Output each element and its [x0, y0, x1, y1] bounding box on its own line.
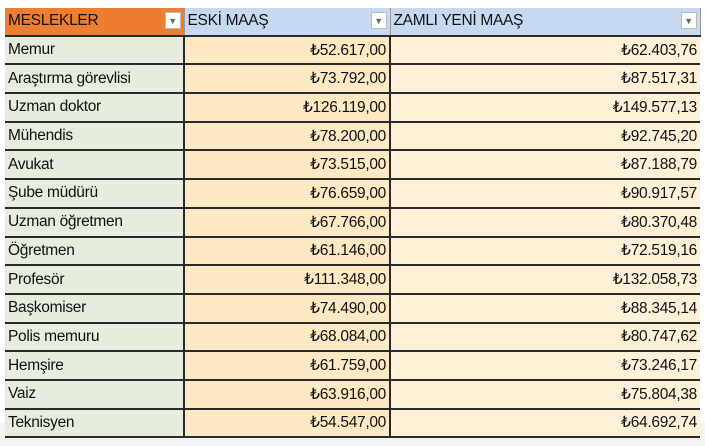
dropdown-arrow-icon[interactable]: ▼	[370, 12, 387, 29]
new-salary-cell[interactable]: ₺132.058,73	[390, 265, 700, 295]
profession-cell[interactable]: Başkomiser	[5, 293, 185, 324]
new-salary-cell[interactable]: ₺90.917,57	[390, 179, 700, 209]
header-row: MESLEKLER ▼ ESKİ MAAŞ ▼ ZAMLI YENİ MAAŞ ▼	[5, 8, 701, 37]
new-salary-cell[interactable]: ₺80.370,48	[390, 207, 700, 238]
table-row: Uzman doktor ₺126.119,00 ₺149.577,13	[5, 93, 700, 123]
old-salary-cell[interactable]: ₺52.617,00	[184, 35, 391, 66]
profession-cell[interactable]: Öğretmen	[5, 236, 185, 267]
new-salary-cell[interactable]: ₺73.246,17	[390, 351, 700, 381]
old-salary-cell[interactable]: ₺126.119,00	[184, 93, 391, 123]
table-row: Vaiz ₺63.916,00 ₺75.804,38	[5, 379, 700, 410]
table-row: Hemşire ₺61.759,00 ₺73.246,17	[5, 351, 700, 381]
profession-cell[interactable]: Memur	[5, 35, 185, 66]
old-salary-cell[interactable]: ₺61.759,00	[184, 351, 391, 381]
salary-table: MESLEKLER ▼ ESKİ MAAŞ ▼ ZAMLI YENİ MAAŞ ▼ M…	[5, 8, 701, 439]
old-salary-cell[interactable]: ₺73.515,00	[184, 150, 391, 181]
old-salary-cell[interactable]: ₺67.766,00	[184, 207, 391, 238]
table-row: Şube müdürü ₺76.659,00 ₺90.917,57	[5, 179, 700, 209]
new-salary-cell[interactable]: ₺64.692,74	[390, 408, 700, 439]
new-salary-cell[interactable]: ₺75.804,38	[390, 379, 700, 410]
table-row: Başkomiser ₺74.490,00 ₺88.345,14	[5, 293, 700, 324]
profession-cell[interactable]: Avukat	[5, 150, 185, 181]
old-salary-cell[interactable]: ₺63.916,00	[184, 379, 391, 410]
old-salary-cell[interactable]: ₺73.792,00	[184, 64, 391, 95]
new-salary-cell[interactable]: ₺88.345,14	[390, 293, 700, 324]
profession-cell[interactable]: Polis memuru	[5, 322, 185, 353]
profession-cell[interactable]: Uzman doktor	[5, 93, 185, 123]
old-salary-cell[interactable]: ₺54.547,00	[184, 408, 391, 439]
old-salary-cell[interactable]: ₺76.659,00	[184, 179, 391, 209]
old-salary-cell[interactable]: ₺78.200,00	[184, 121, 391, 152]
dropdown-arrow-icon[interactable]: ▼	[680, 12, 697, 29]
profession-cell[interactable]: Profesör	[5, 265, 185, 295]
old-salary-cell[interactable]: ₺68.084,00	[184, 322, 391, 353]
old-salary-cell[interactable]: ₺74.490,00	[184, 293, 391, 324]
header-meslekler[interactable]: MESLEKLER ▼	[5, 8, 185, 37]
profession-cell[interactable]: Mühendis	[5, 121, 185, 152]
header-zamli-yeni-maas[interactable]: ZAMLI YENİ MAAŞ ▼	[390, 8, 701, 37]
table-row: Öğretmen ₺61.146,00 ₺72.519,16	[5, 236, 700, 267]
old-salary-cell[interactable]: ₺61.146,00	[184, 236, 391, 267]
header-eski-maas[interactable]: ESKİ MAAŞ ▼	[184, 8, 391, 37]
table-row: Teknisyen ₺54.547,00 ₺64.692,74	[5, 408, 700, 439]
new-salary-cell[interactable]: ₺72.519,16	[390, 236, 700, 267]
table-row: Araştırma görevlisi ₺73.792,00 ₺87.517,31	[5, 64, 700, 95]
table-row: Uzman öğretmen ₺67.766,00 ₺80.370,48	[5, 207, 700, 238]
new-salary-cell[interactable]: ₺80.747,62	[390, 322, 700, 353]
table-row: Profesör ₺111.348,00 ₺132.058,73	[5, 265, 700, 295]
profession-cell[interactable]: Uzman öğretmen	[5, 207, 185, 238]
profession-cell[interactable]: Hemşire	[5, 351, 185, 381]
profession-cell[interactable]: Araştırma görevlisi	[5, 64, 185, 95]
table-row: Polis memuru ₺68.084,00 ₺80.747,62	[5, 322, 700, 353]
profession-cell[interactable]: Teknisyen	[5, 408, 185, 439]
old-salary-cell[interactable]: ₺111.348,00	[184, 265, 391, 295]
dropdown-arrow-icon[interactable]: ▼	[164, 12, 181, 29]
new-salary-cell[interactable]: ₺149.577,13	[390, 93, 700, 123]
profession-cell[interactable]: Vaiz	[5, 379, 185, 410]
table-row: Memur ₺52.617,00 ₺62.403,76	[5, 35, 700, 66]
table-row: Mühendis ₺78.200,00 ₺92.745,20	[5, 121, 700, 152]
new-salary-cell[interactable]: ₺87.188,79	[390, 150, 700, 181]
new-salary-cell[interactable]: ₺62.403,76	[390, 35, 700, 66]
table-row: Avukat ₺73.515,00 ₺87.188,79	[5, 150, 700, 181]
new-salary-cell[interactable]: ₺87.517,31	[390, 64, 700, 95]
new-salary-cell[interactable]: ₺92.745,20	[390, 121, 700, 152]
profession-cell[interactable]: Şube müdürü	[5, 179, 185, 209]
